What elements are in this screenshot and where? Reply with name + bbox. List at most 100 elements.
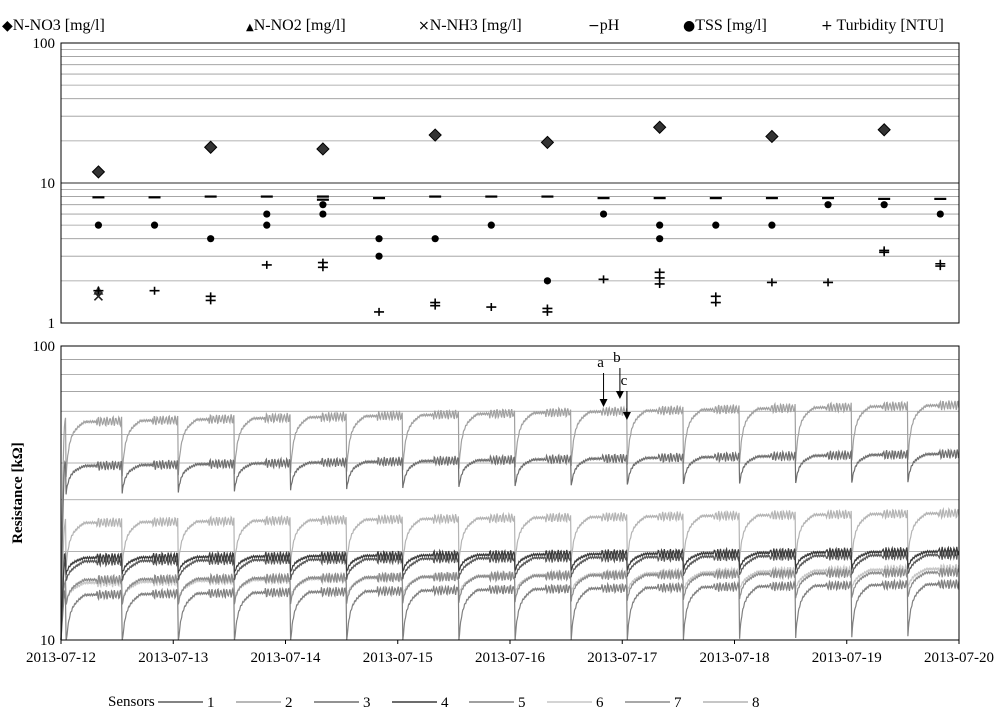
bottom-y-tick: 10 (40, 633, 55, 649)
annotation-arrowhead-b (615, 391, 624, 400)
marker-tss (375, 235, 383, 243)
x-tick-label: 2013-07-13 (138, 650, 208, 666)
marker-turbidity (766, 278, 777, 287)
legend-label-sensor-8: 8 (752, 695, 760, 711)
marker-tss (880, 201, 888, 209)
marker-n-no3 (877, 123, 891, 137)
legend-label: pH (600, 17, 620, 34)
marker-tss (375, 252, 383, 260)
annotation-label-c: c (621, 373, 628, 389)
marker-n-no3 (203, 140, 218, 154)
x-tick-label: 2013-07-17 (587, 650, 657, 666)
marker-n-no3 (428, 128, 442, 142)
legend-label: N-NO2 [mg/l] (254, 17, 346, 34)
annotation-label-a: a (597, 355, 604, 371)
marker-turbidity (374, 307, 385, 316)
top-panel-grid (61, 49, 959, 282)
annotation-arrowhead-c (622, 412, 631, 421)
marker-tss (543, 277, 552, 285)
legend-label-sensor-1: 1 (207, 695, 215, 711)
x-tick-labels: 2013-07-12 2013-07-13 2013-07-14 2013-07-15… (26, 640, 994, 666)
marker-tss (936, 210, 944, 218)
bottom-panel-frame (60, 345, 960, 641)
marker-tss (263, 210, 271, 218)
marker-turbidity (149, 286, 160, 295)
sensor-line-3 (60, 448, 960, 641)
marker-turbidity (598, 275, 609, 284)
legend-label-sensor-7: 7 (674, 695, 682, 711)
legend-item-plus: + Turbidity [NTU] (821, 17, 944, 34)
legend-symbol-plus: + (821, 18, 833, 34)
marker-turbidity (486, 303, 497, 312)
marker-turbidity (317, 263, 328, 272)
legend-label: Turbidity [NTU] (833, 17, 944, 34)
marker-n-no3 (540, 135, 555, 150)
marker-n-nh3 (93, 291, 103, 301)
marker-turbidity (710, 298, 721, 307)
annotation-label-b: b (613, 350, 621, 366)
top-y-tick: 10 (40, 176, 55, 192)
legend-symbol-circle: ● (683, 18, 695, 34)
marker-turbidity (823, 278, 834, 287)
marker-turbidity (654, 279, 665, 288)
marker-n-no3 (765, 129, 779, 144)
legend-label: N-NH3 [mg/l] (430, 17, 522, 34)
marker-n-no3 (91, 165, 106, 179)
marker-tss (431, 235, 439, 243)
sensor-line-7 (60, 567, 960, 641)
top-y-tick: 100 (33, 36, 56, 52)
marker-tss (150, 221, 159, 229)
marker-tss (656, 235, 664, 243)
marker-tss (599, 210, 608, 218)
marker-tss (656, 221, 664, 229)
legend-label: N-NO3 [mg/l] (13, 17, 105, 34)
legend-item-circle: ●TSS [mg/l] (683, 17, 767, 34)
marker-n-no3 (652, 120, 667, 134)
marker-tss (207, 235, 215, 243)
x-tick-label: 2013-07-18 (700, 650, 770, 666)
marker-tss (824, 201, 832, 209)
marker-turbidity (205, 296, 216, 305)
legend-symbol-x: × (418, 18, 430, 34)
x-tick-label: 2013-07-12 (26, 650, 96, 666)
marker-turbidity (879, 248, 890, 257)
annotations: a bc (597, 350, 631, 421)
marker-turbidity (542, 307, 553, 316)
bottom-y-tick-labels: 10 100 (33, 339, 56, 649)
top-panel-markers (91, 120, 947, 316)
annotation-arrowhead-a (599, 399, 608, 408)
legend-label-sensor-4: 4 (441, 695, 449, 711)
marker-turbidity (93, 286, 104, 295)
x-tick-label: 2013-07-19 (812, 650, 882, 666)
sensor-line-5 (60, 578, 960, 641)
legend-item-dash: −pH (588, 17, 620, 34)
sensor-line-6 (60, 562, 960, 641)
y-axis-label: Resistance [kΩ] (10, 442, 26, 544)
legend-item-diamond: ◆N-NO3 [mg/l] (2, 17, 105, 34)
marker-tss (768, 221, 776, 229)
bottom-y-tick: 100 (33, 339, 56, 355)
marker-tss (263, 221, 271, 229)
marker-turbidity (261, 260, 272, 269)
legend-item-triangle: ▲N-NO2 [mg/l] (246, 17, 346, 34)
legend-label: TSS [mg/l] (695, 17, 767, 34)
marker-tss (94, 221, 103, 229)
sensor-line-8 (60, 506, 960, 641)
marker-tss (487, 221, 495, 229)
legend-item-x: ×N-NH3 [mg/l] (418, 17, 522, 34)
marker-n-no3 (316, 142, 330, 156)
sensor-line-2 (60, 399, 960, 641)
bottom-panel-lines (60, 399, 960, 641)
legend-label-sensor-5: 5 (518, 695, 526, 711)
x-tick-label: 2013-07-15 (363, 650, 433, 666)
marker-tss (319, 201, 327, 209)
legend-symbol-diamond: ◆ (2, 18, 13, 34)
sensor-legend: Sensors 1 2 3 4 5 6 7 8 (108, 694, 760, 711)
legend-label-sensor-6: 6 (596, 695, 604, 711)
marker-turbidity (430, 301, 441, 310)
legend-title: Sensors (108, 694, 155, 710)
top-panel-frame (60, 42, 960, 324)
sensor-line-4 (60, 545, 960, 641)
legend-symbol-dash: − (588, 18, 600, 34)
